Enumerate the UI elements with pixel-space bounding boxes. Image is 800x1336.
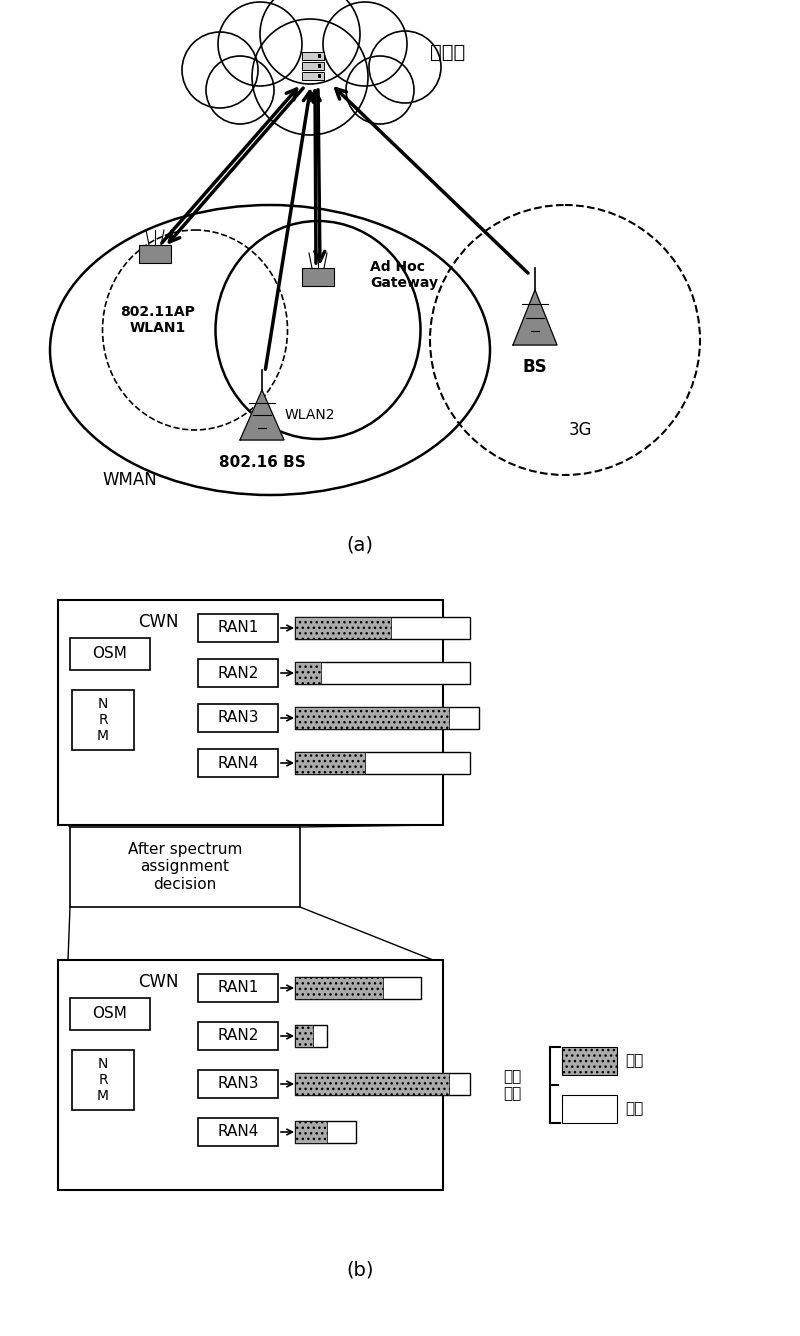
Bar (318, 73, 321, 77)
Text: RAN3: RAN3 (218, 711, 258, 725)
Text: RAN1: RAN1 (218, 620, 258, 636)
Circle shape (369, 31, 441, 103)
Bar (295, 752, 365, 774)
Circle shape (206, 56, 274, 124)
Bar (295, 1121, 356, 1144)
Bar (198, 704, 278, 732)
Text: WMAN: WMAN (102, 472, 158, 489)
Text: WLAN2: WLAN2 (285, 407, 335, 422)
Circle shape (218, 1, 302, 86)
Text: RAN2: RAN2 (218, 1029, 258, 1043)
Text: N
R
M: N R M (97, 1057, 109, 1104)
Bar (295, 663, 322, 684)
Text: 分配
结果: 分配 结果 (503, 1069, 521, 1101)
Text: 未用: 未用 (625, 1101, 643, 1117)
Text: BS: BS (522, 358, 547, 375)
Circle shape (260, 0, 360, 84)
Bar (70, 639, 150, 669)
Bar (562, 1096, 617, 1124)
Circle shape (252, 19, 368, 135)
Text: CWN: CWN (138, 973, 178, 991)
Text: 已用: 已用 (625, 1054, 643, 1069)
Text: CWN: CWN (138, 613, 178, 631)
Bar (198, 615, 278, 643)
Bar (295, 617, 470, 639)
Text: 核心网: 核心网 (430, 43, 466, 61)
Bar (198, 1118, 278, 1146)
Bar (295, 707, 478, 729)
Text: N
R
M: N R M (97, 697, 109, 743)
Bar (198, 1070, 278, 1098)
Bar (295, 617, 391, 639)
Bar (295, 1073, 449, 1096)
Text: OSM: OSM (93, 1006, 127, 1022)
Text: RAN1: RAN1 (218, 981, 258, 995)
Bar (295, 1025, 326, 1047)
Bar (302, 61, 324, 69)
Bar (72, 689, 134, 749)
Bar (562, 1047, 617, 1075)
Bar (295, 1121, 326, 1144)
Bar (295, 663, 470, 684)
Bar (70, 998, 150, 1030)
Bar (58, 600, 443, 826)
Bar (302, 52, 324, 60)
Text: After spectrum
assignment
decision: After spectrum assignment decision (128, 842, 242, 892)
Bar (295, 1073, 470, 1096)
Bar (58, 961, 443, 1190)
Bar (198, 974, 278, 1002)
Text: 802.16 BS: 802.16 BS (218, 456, 306, 470)
Bar (70, 827, 300, 907)
Circle shape (323, 1, 407, 86)
Bar (318, 64, 321, 68)
Text: RAN2: RAN2 (218, 665, 258, 680)
Bar (295, 1025, 313, 1047)
Circle shape (346, 56, 414, 124)
Bar (318, 53, 321, 57)
Bar (198, 659, 278, 687)
Bar (302, 269, 334, 286)
Bar (139, 244, 171, 263)
Text: 802.11AP
WLAN1: 802.11AP WLAN1 (121, 305, 195, 335)
Bar (295, 752, 470, 774)
Text: 3G: 3G (568, 421, 592, 440)
Bar (295, 707, 449, 729)
Text: OSM: OSM (93, 647, 127, 661)
Bar (198, 749, 278, 778)
Text: Ad Hoc
Gateway: Ad Hoc Gateway (370, 261, 438, 290)
Text: RAN4: RAN4 (218, 1125, 258, 1140)
Text: (a): (a) (346, 536, 374, 554)
Bar (72, 1050, 134, 1110)
Bar (295, 977, 421, 999)
Polygon shape (513, 290, 557, 345)
Bar (198, 1022, 278, 1050)
Bar (302, 72, 324, 80)
Polygon shape (240, 390, 284, 440)
Bar (295, 977, 382, 999)
Text: RAN4: RAN4 (218, 755, 258, 771)
Text: RAN3: RAN3 (218, 1077, 258, 1092)
Circle shape (182, 32, 258, 108)
Text: (b): (b) (346, 1260, 374, 1280)
